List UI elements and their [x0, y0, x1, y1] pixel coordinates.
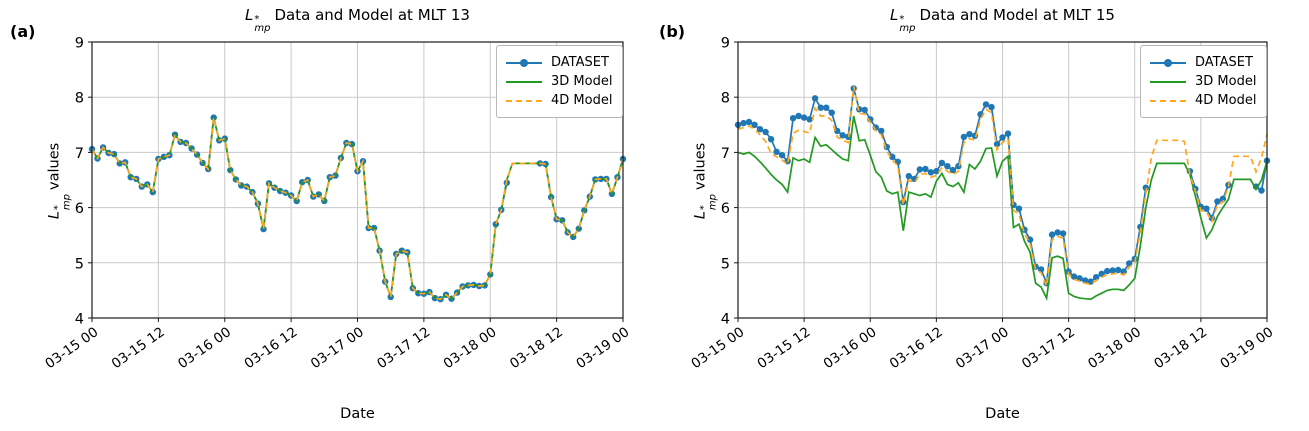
model4d-line — [737, 86, 1268, 290]
svg-text:6: 6 — [75, 201, 84, 217]
gridlines — [91, 42, 624, 318]
svg-text:8: 8 — [75, 91, 84, 107]
svg-text:03-18 12: 03-18 12 — [1151, 324, 1210, 372]
svg-text:7: 7 — [75, 146, 84, 162]
svg-text:4: 4 — [75, 312, 84, 328]
tick-labels: 03-15 00 03-15 12 03-16 00 03-16 12 03-17 00… — [42, 36, 632, 373]
svg-text:03-19 00: 03-19 00 — [573, 324, 632, 372]
svg-text:03-17 00: 03-17 00 — [953, 324, 1012, 372]
model3d-line — [737, 115, 1268, 301]
svg-text:5: 5 — [721, 256, 730, 272]
svg-text:5: 5 — [75, 256, 84, 272]
svg-text:03-17 12: 03-17 12 — [1019, 324, 1078, 372]
model4d-line — [91, 117, 624, 301]
svg-text:03-15 00: 03-15 00 — [42, 324, 101, 372]
svg-text:03-18 00: 03-18 00 — [1085, 324, 1144, 372]
svg-text:03-18 12: 03-18 12 — [507, 324, 566, 372]
svg-text:03-16 12: 03-16 12 — [242, 324, 301, 372]
svg-text:9: 9 — [75, 36, 84, 52]
svg-text:03-17 00: 03-17 00 — [308, 324, 367, 372]
svg-text:03-16 00: 03-16 00 — [821, 324, 880, 372]
svg-text:4: 4 — [721, 312, 730, 328]
svg-text:03-16 12: 03-16 12 — [887, 324, 946, 372]
svg-text:03-15 12: 03-15 12 — [755, 324, 814, 372]
svg-text:03-15 12: 03-15 12 — [109, 324, 168, 372]
svg-text:9: 9 — [721, 36, 730, 52]
chart-panel-a: 03-15 00 03-15 12 03-16 00 03-16 12 03-17 00… — [42, 36, 632, 373]
svg-text:03-15 00: 03-15 00 — [688, 324, 747, 372]
svg-text:03-19 00: 03-19 00 — [1217, 324, 1276, 372]
svg-text:03-18 00: 03-18 00 — [441, 324, 500, 372]
svg-text:7: 7 — [721, 146, 730, 162]
tick-labels: 03-15 00 03-15 12 03-16 00 03-16 12 03-17 00… — [688, 36, 1276, 373]
gridlines — [737, 42, 1268, 318]
svg-text:6: 6 — [721, 201, 730, 217]
svg-text:8: 8 — [721, 91, 730, 107]
chart-panel-b: 03-15 00 03-15 12 03-16 00 03-16 12 03-17 00… — [688, 36, 1276, 373]
svg-text:03-16 00: 03-16 00 — [175, 324, 234, 372]
svg-text:03-17 12: 03-17 12 — [374, 324, 433, 372]
